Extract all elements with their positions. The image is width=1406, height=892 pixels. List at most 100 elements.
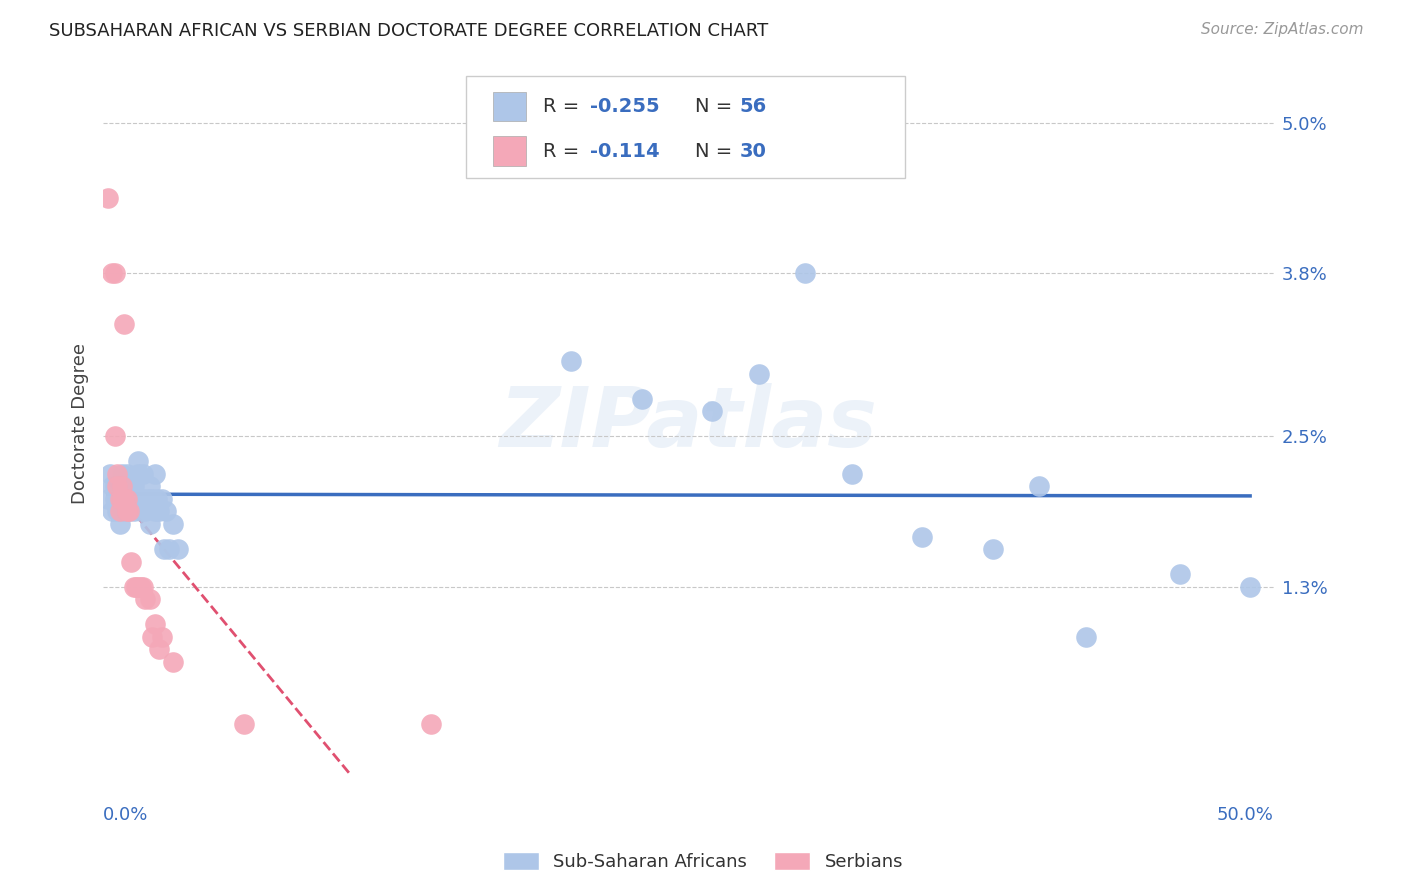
Point <box>162 655 184 669</box>
Point <box>1028 479 1050 493</box>
Point <box>141 630 163 644</box>
Point <box>120 491 142 506</box>
Point <box>748 367 770 381</box>
Point <box>122 580 145 594</box>
Text: N =: N = <box>696 97 738 116</box>
Point <box>115 491 138 506</box>
Point <box>127 454 149 468</box>
Text: ZIPatlas: ZIPatlas <box>499 384 877 464</box>
Point <box>148 642 170 657</box>
Legend: Sub-Saharan Africans, Serbians: Sub-Saharan Africans, Serbians <box>495 845 911 879</box>
Point <box>141 491 163 506</box>
Point <box>112 479 135 493</box>
Point <box>104 479 127 493</box>
Point <box>127 580 149 594</box>
Point <box>129 491 152 506</box>
Point <box>794 267 817 281</box>
Point <box>560 354 582 368</box>
Point <box>115 491 138 506</box>
Point <box>105 491 128 506</box>
Point <box>105 504 128 518</box>
Text: -0.255: -0.255 <box>591 97 659 116</box>
Point <box>1076 630 1098 644</box>
Point <box>115 467 138 481</box>
Point <box>129 580 152 594</box>
Point <box>125 580 148 594</box>
Point <box>630 392 652 406</box>
Text: 30: 30 <box>740 142 766 161</box>
Point <box>104 267 127 281</box>
Point <box>112 491 135 506</box>
Text: 56: 56 <box>740 97 768 116</box>
Point <box>1239 580 1261 594</box>
Point <box>143 467 166 481</box>
FancyBboxPatch shape <box>494 136 526 166</box>
Point <box>162 516 184 531</box>
Point <box>105 479 128 493</box>
Point <box>111 491 134 506</box>
Point <box>105 467 128 481</box>
Point <box>139 479 162 493</box>
Point <box>112 317 135 331</box>
Point <box>700 404 723 418</box>
Point <box>118 504 141 518</box>
Point <box>134 592 156 607</box>
Point <box>129 504 152 518</box>
Point <box>108 479 131 493</box>
Point <box>108 516 131 531</box>
Point <box>111 504 134 518</box>
Point <box>125 491 148 506</box>
Point <box>118 504 141 518</box>
Point <box>143 617 166 632</box>
Point <box>120 479 142 493</box>
Text: -0.114: -0.114 <box>591 142 659 161</box>
Point <box>101 267 124 281</box>
Point <box>112 491 135 506</box>
Point <box>981 542 1004 557</box>
Point <box>153 542 176 557</box>
Point <box>841 467 863 481</box>
Y-axis label: Doctorate Degree: Doctorate Degree <box>72 343 89 504</box>
Point <box>136 491 159 506</box>
Point <box>111 467 134 481</box>
Point <box>97 491 120 506</box>
Text: R =: R = <box>543 142 586 161</box>
Point <box>122 504 145 518</box>
Point <box>97 191 120 205</box>
Point <box>150 630 173 644</box>
Point <box>1168 567 1191 582</box>
Point <box>115 504 138 518</box>
Point <box>132 491 155 506</box>
Point <box>139 516 162 531</box>
Text: 0.0%: 0.0% <box>103 806 149 824</box>
Point <box>104 491 127 506</box>
Point <box>911 529 934 543</box>
Point <box>139 592 162 607</box>
Text: 50.0%: 50.0% <box>1216 806 1274 824</box>
Text: R =: R = <box>543 97 586 116</box>
Point <box>134 504 156 518</box>
Point <box>167 542 190 557</box>
Point <box>132 580 155 594</box>
Point <box>146 491 169 506</box>
Point <box>104 429 127 443</box>
Point <box>157 542 180 557</box>
Text: SUBSAHARAN AFRICAN VS SERBIAN DOCTORATE DEGREE CORRELATION CHART: SUBSAHARAN AFRICAN VS SERBIAN DOCTORATE … <box>49 22 769 40</box>
FancyBboxPatch shape <box>494 92 526 121</box>
FancyBboxPatch shape <box>465 77 905 178</box>
Point <box>108 491 131 506</box>
Point <box>148 504 170 518</box>
Point <box>101 479 124 493</box>
Point <box>122 479 145 493</box>
Point <box>232 717 254 731</box>
Point <box>101 504 124 518</box>
Text: N =: N = <box>696 142 738 161</box>
Point <box>98 467 121 481</box>
Point <box>419 717 441 731</box>
Point <box>150 491 173 506</box>
Point <box>108 504 131 518</box>
Point <box>155 504 177 518</box>
Text: Source: ZipAtlas.com: Source: ZipAtlas.com <box>1201 22 1364 37</box>
Point <box>120 555 142 569</box>
Point <box>132 467 155 481</box>
